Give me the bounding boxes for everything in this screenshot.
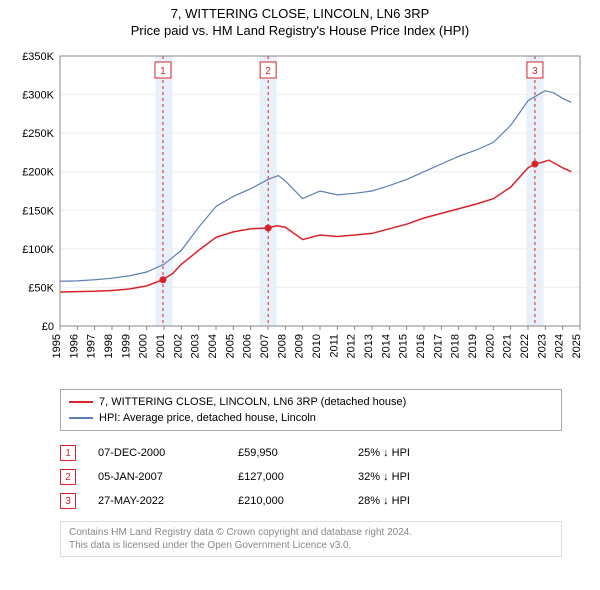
y-tick-label: £50K [28, 282, 54, 294]
transaction-date: 27-MAY-2022 [98, 495, 238, 507]
x-tick-label: 1999 [120, 334, 132, 358]
x-tick-label: 2020 [484, 334, 496, 358]
x-tick-label: 2003 [190, 334, 202, 358]
x-tick-label: 2018 [450, 334, 462, 358]
legend-swatch [69, 401, 93, 403]
legend-box: 7, WITTERING CLOSE, LINCOLN, LN6 3RP (de… [60, 389, 562, 431]
x-tick-label: 2021 [502, 334, 514, 358]
x-tick-label: 1997 [86, 334, 98, 358]
footer-line-2: This data is licensed under the Open Gov… [69, 539, 553, 552]
x-tick-label: 2006 [242, 334, 254, 358]
x-tick-label: 2000 [138, 334, 150, 358]
transaction-price: £59,950 [238, 447, 358, 459]
x-tick-label: 2013 [363, 334, 375, 358]
y-tick-label: £250K [22, 128, 54, 140]
series-property-dot-1 [265, 225, 272, 232]
y-tick-label: £200K [22, 167, 54, 179]
transaction-pct: 25% ↓ HPI [358, 447, 410, 459]
chart-area: £0 £50K £100K £150K £200K £250K £300K £350K 1995… [0, 46, 600, 381]
legend-label: 7, WITTERING CLOSE, LINCOLN, LN6 3RP (de… [99, 396, 406, 408]
band-0 [155, 56, 172, 326]
titles: 7, WITTERING CLOSE, LINCOLN, LN6 3RP Pri… [0, 0, 600, 38]
y-tick-label: £350K [22, 51, 54, 63]
x-tick-label: 2014 [380, 334, 392, 358]
x-tick-label: 2012 [346, 334, 358, 358]
transaction-pct: 32% ↓ HPI [358, 471, 410, 483]
x-tick-label: 2005 [224, 334, 236, 358]
x-tick-label: 2017 [432, 334, 444, 358]
legend-row-1: HPI: Average price, detached house, Linc… [69, 410, 553, 426]
transaction-pct: 28% ↓ HPI [358, 495, 410, 507]
x-tick-label: 2002 [172, 334, 184, 358]
transaction-row-3: 3 27-MAY-2022£210,00028% ↓ HPI [60, 489, 562, 513]
x-tick-label: 2008 [276, 334, 288, 358]
title-main: 7, WITTERING CLOSE, LINCOLN, LN6 3RP [0, 6, 600, 21]
x-tick-label: 2019 [467, 334, 479, 358]
x-tick-label: 1996 [68, 334, 80, 358]
y-tick-label: £100K [22, 244, 54, 256]
series-property-dot-2 [531, 161, 538, 168]
x-tick-label: 2016 [415, 334, 427, 358]
x-tick-label: 2024 [554, 334, 566, 358]
y-tick-label: £150K [22, 205, 54, 217]
x-tick-label: 2011 [328, 334, 340, 358]
footer-line-1: Contains HM Land Registry data © Crown c… [69, 526, 553, 539]
marker-num-3: 3 [532, 66, 538, 77]
x-tick-label: 2025 [571, 334, 583, 358]
x-tick-label: 1995 [51, 334, 63, 358]
x-tick-label: 2007 [259, 334, 271, 358]
x-tick-label: 2015 [398, 334, 410, 358]
y-tick-label: £300K [22, 90, 54, 102]
x-tick-label: 2004 [207, 334, 219, 358]
x-tick-label: 2022 [519, 334, 531, 358]
transaction-row-1: 1 07-DEC-2000£59,95025% ↓ HPI [60, 441, 562, 465]
transaction-date: 05-JAN-2007 [98, 471, 238, 483]
transactions-table: 1 07-DEC-2000£59,95025% ↓ HPI 2 05-JAN-2007… [60, 441, 562, 513]
legend-label: HPI: Average price, detached house, Linc… [99, 412, 316, 424]
transaction-marker: 3 [60, 493, 76, 509]
transaction-marker: 2 [60, 469, 76, 485]
chart-svg: £0 £50K £100K £150K £200K £250K £300K £350K 1995… [0, 46, 600, 376]
footer-box: Contains HM Land Registry data © Crown c… [60, 521, 562, 557]
transaction-row-2: 2 05-JAN-2007£127,00032% ↓ HPI [60, 465, 562, 489]
x-tick-label: 2009 [294, 334, 306, 358]
x-tick-label: 1998 [103, 334, 115, 358]
chart-container: 7, WITTERING CLOSE, LINCOLN, LN6 3RP Pri… [0, 0, 600, 590]
transaction-price: £127,000 [238, 471, 358, 483]
marker-num-1: 1 [160, 66, 166, 77]
x-tick-label: 2010 [311, 334, 323, 358]
legend-swatch [69, 417, 93, 419]
title-sub: Price paid vs. HM Land Registry's House … [0, 23, 600, 38]
x-tick-label: 2023 [536, 334, 548, 358]
x-tick-label: 2001 [155, 334, 167, 358]
legend-row-0: 7, WITTERING CLOSE, LINCOLN, LN6 3RP (de… [69, 394, 553, 410]
y-tick-label: £0 [42, 321, 54, 333]
transaction-price: £210,000 [238, 495, 358, 507]
series-property-dot-0 [159, 276, 166, 283]
marker-num-2: 2 [265, 66, 271, 77]
transaction-marker: 1 [60, 445, 76, 461]
transaction-date: 07-DEC-2000 [98, 447, 238, 459]
